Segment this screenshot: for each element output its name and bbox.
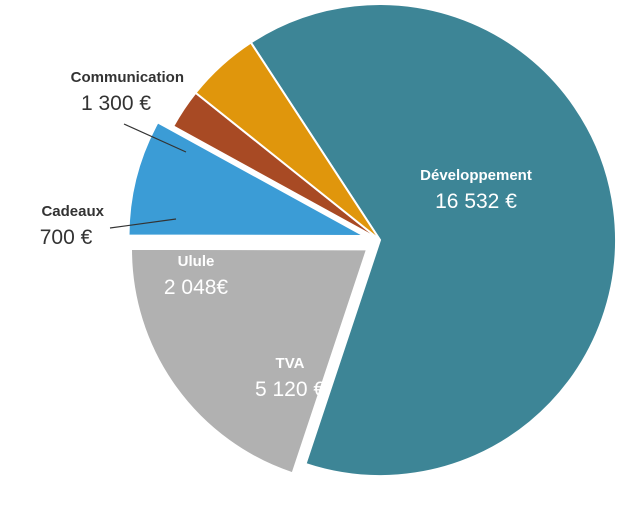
slice-labels: Développement 16 532 € TVA 5 120 € Ulule 2 04… bbox=[40, 69, 532, 401]
pie-slice-d-veloppement bbox=[249, 3, 617, 477]
leader-line-communication bbox=[123, 123, 187, 153]
slice-label-ulule: Ulule bbox=[178, 253, 215, 270]
slice-value-communication: 1 300 € bbox=[81, 92, 151, 115]
slice-value-cadeaux: 700 € bbox=[40, 226, 93, 249]
pie-slice-tva bbox=[130, 247, 369, 475]
pie-slice-ulule bbox=[127, 120, 365, 238]
slice-label-d-veloppement: Développement bbox=[420, 167, 532, 184]
leader-line-cadeaux bbox=[109, 218, 177, 229]
slice-label-cadeaux: Cadeaux bbox=[41, 203, 104, 220]
pie-slice-communication bbox=[194, 41, 381, 241]
slice-value-d-veloppement: 16 532 € bbox=[435, 190, 517, 213]
slice-label-tva: TVA bbox=[276, 355, 305, 372]
pie-slices bbox=[127, 3, 617, 477]
leader-lines bbox=[109, 123, 187, 229]
slice-value-tva: 5 120 € bbox=[255, 378, 325, 401]
slice-value-ulule: 2 048€ bbox=[164, 276, 229, 299]
slice-label-communication: Communication bbox=[71, 69, 184, 86]
